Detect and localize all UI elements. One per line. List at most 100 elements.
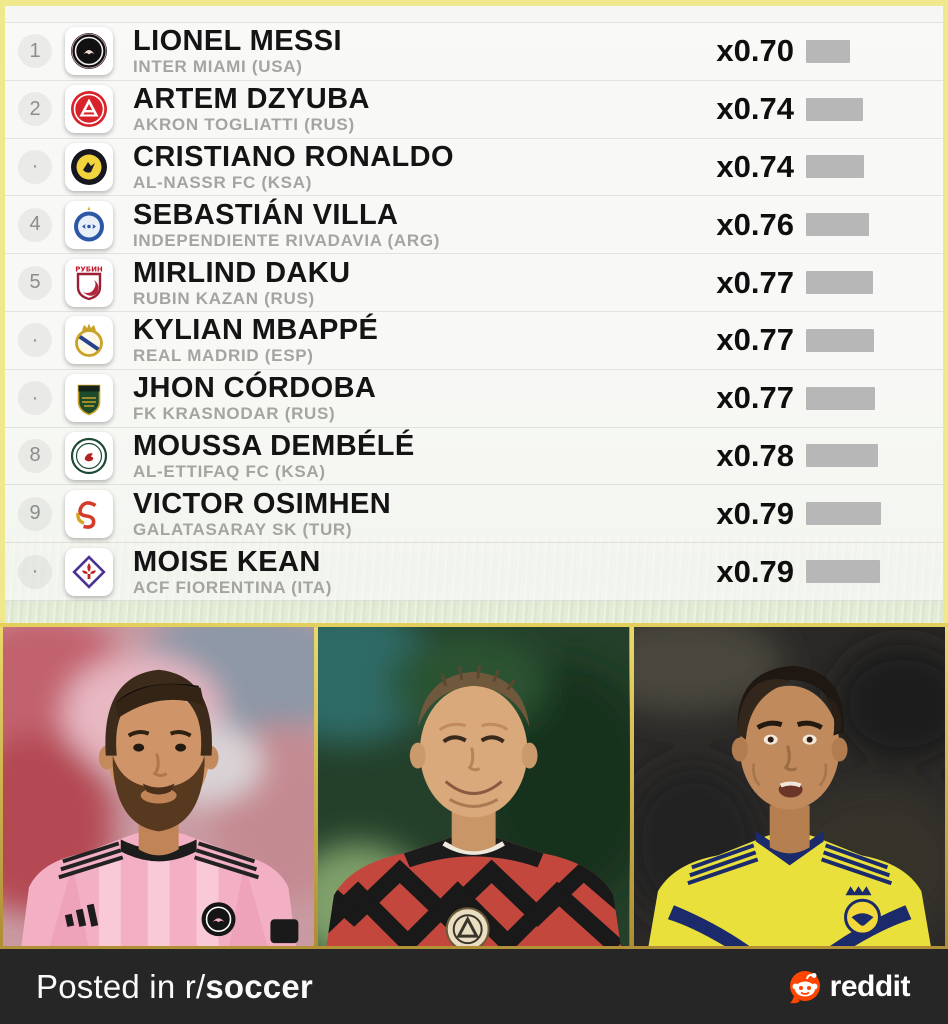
- player-club: INTER MIAMI (USA): [133, 57, 303, 77]
- multiplier-value: x0.74: [716, 148, 794, 184]
- reddit-logo: reddit: [788, 969, 911, 1004]
- player-info: MOUSSA DEMBÉLÉ AL-ETTIFAQ FC (KSA): [133, 429, 694, 480]
- player-info: JHON CÓRDOBA FK KRASNODAR (RUS): [133, 374, 694, 424]
- ranking-row[interactable]: 4 SEBASTIÁN VILLA INDEPENDIENTE RIVADAVI…: [5, 196, 943, 255]
- player-info: MIRLIND DAKU RUBIN KAZAN (RUS): [133, 256, 694, 308]
- rank-cell: 1: [15, 34, 55, 69]
- player-name: KYLIAN MBAPPÉ: [133, 314, 379, 347]
- multiplier-value: x0.74: [716, 91, 794, 127]
- value-bar: [806, 213, 869, 237]
- value-bar: [806, 271, 873, 295]
- rank-label: ·: [18, 554, 52, 589]
- player-club: AKRON TOGLIATTI (RUS): [133, 115, 355, 135]
- ranking-row[interactable]: 2 ARTEM DZYUBA AKRON TOGLIATTI (RUS) x0.…: [5, 80, 943, 139]
- rank-cell: 8: [15, 438, 55, 473]
- player-info: CRISTIANO RONALDO AL-NASSR FC (KSA): [133, 140, 694, 192]
- ranking-row[interactable]: 9 VICTOR OSIMHEN GALATASARAY SK (TUR) x0…: [5, 485, 943, 544]
- player-name: LIONEL MESSI: [133, 25, 342, 58]
- messi-illustration: [3, 627, 315, 946]
- rank-cell: 4: [15, 207, 55, 242]
- multiplier-value: x0.77: [716, 264, 794, 300]
- player-club: FK KRASNODAR (RUS): [133, 404, 336, 424]
- rank-cell: 2: [15, 92, 55, 127]
- rank-cell: 5: [15, 265, 55, 300]
- rank-label: ·: [18, 149, 52, 184]
- value-bar-track: [806, 39, 886, 63]
- multiplier-value: x0.76: [716, 206, 794, 242]
- multiplier-value: x0.79: [716, 553, 794, 589]
- rank-label: 4: [18, 207, 52, 242]
- player-photos-strip: [0, 623, 948, 949]
- ranking-row[interactable]: · MOISE KEAN ACF FIORENTINA (ITA) x0.79: [5, 543, 943, 601]
- ronaldo-illustration: [633, 627, 945, 946]
- player-info: SEBASTIÁN VILLA INDEPENDIENTE RIVADAVIA …: [133, 198, 694, 250]
- value-bar: [806, 155, 864, 179]
- value-bar-track: [806, 271, 886, 295]
- ranking-row[interactable]: · CRISTIANO RONALDO AL-NASSR FC (KSA) x0…: [5, 138, 943, 197]
- player-name: MOISE KEAN: [133, 545, 321, 578]
- ranking-row[interactable]: · KYLIAN MBAPPÉ REAL MADRID (ESP) x0.77: [5, 311, 943, 370]
- multiplier-value: x0.77: [716, 380, 794, 416]
- value-bar-track: [806, 502, 886, 526]
- player-info: KYLIAN MBAPPÉ REAL MADRID (ESP): [133, 314, 694, 366]
- ranking-row[interactable]: 8 MOUSSA DEMBÉLÉ AL-ETTIFAQ FC (KSA) x0.…: [5, 427, 943, 486]
- multiplier-value: x0.78: [716, 437, 794, 473]
- value-bar: [806, 560, 880, 584]
- value-bar: [806, 97, 863, 121]
- inter-miami-crest: [65, 27, 113, 76]
- akron-togliatti-crest: [65, 85, 113, 134]
- dzyuba-photo: [318, 627, 630, 946]
- value-bar-track: [806, 155, 886, 179]
- al-ettifaq-crest: [65, 431, 113, 480]
- ranking-row[interactable]: · JHON CÓRDOBA FK KRASNODAR (RUS) x0.77: [5, 369, 943, 428]
- value-bar: [806, 386, 875, 410]
- posted-in-label: Posted in r/soccer: [36, 968, 313, 1006]
- value-bar-track: [806, 97, 886, 121]
- value-bar-track: [806, 328, 886, 352]
- rank-label: 9: [18, 496, 52, 531]
- player-name: ARTEM DZYUBA: [133, 83, 370, 116]
- value-bar-track: [806, 444, 886, 468]
- rank-cell: ·: [15, 149, 55, 184]
- player-name: MOUSSA DEMBÉLÉ: [133, 429, 415, 462]
- independiente-rivadavia-crest: [65, 200, 113, 249]
- player-ranking-list: 1 LIONEL MESSI INTER MIAMI (USA) x0.70 2…: [0, 0, 948, 623]
- player-club: RUBIN KAZAN (RUS): [133, 288, 315, 308]
- rank-cell: ·: [15, 323, 55, 358]
- galatasaray-crest: [65, 489, 113, 538]
- rank-label: ·: [18, 323, 52, 358]
- ranking-row[interactable]: 1 LIONEL MESSI INTER MIAMI (USA) x0.70: [5, 23, 943, 81]
- player-club: INDEPENDIENTE RIVADAVIA (ARG): [133, 230, 441, 250]
- rank-label: 5: [18, 265, 52, 300]
- player-club: AL-NASSR FC (KSA): [133, 172, 313, 192]
- player-name: CRISTIANO RONALDO: [133, 140, 454, 173]
- reddit-wordmark: reddit: [829, 969, 911, 1003]
- svg-text:РУБИН: РУБИН: [75, 265, 103, 273]
- al-nassr-crest: [65, 142, 113, 191]
- rank-label: 8: [18, 438, 52, 473]
- rank-cell: ·: [15, 554, 55, 589]
- real-madrid-crest: [65, 316, 113, 365]
- player-name: SEBASTIÁN VILLA: [133, 198, 399, 231]
- player-info: MOISE KEAN ACF FIORENTINA (ITA): [133, 545, 694, 596]
- multiplier-value: x0.70: [716, 33, 794, 69]
- ronaldo-photo: [633, 627, 945, 946]
- multiplier-value: x0.79: [716, 495, 794, 531]
- value-bar-track: [806, 213, 886, 237]
- player-info: LIONEL MESSI INTER MIAMI (USA): [133, 25, 694, 77]
- rank-label: 1: [18, 34, 52, 69]
- subreddit-name: soccer: [205, 967, 313, 1005]
- ranking-rows: 1 LIONEL MESSI INTER MIAMI (USA) x0.70 2…: [5, 22, 943, 601]
- rubin-kazan-crest: РУБИН: [65, 258, 113, 307]
- value-bar-track: [806, 386, 886, 410]
- posted-prefix: Posted in r/: [36, 967, 206, 1005]
- value-bar: [806, 444, 878, 468]
- ranking-row[interactable]: 5 РУБИН MIRLIND DAKU RUBIN KAZAN (RUS) x…: [5, 254, 943, 312]
- value-bar: [806, 39, 850, 63]
- player-name: MIRLIND DAKU: [133, 256, 351, 289]
- player-club: REAL MADRID (ESP): [133, 346, 314, 366]
- fk-krasnodar-crest: [65, 374, 113, 423]
- rank-cell: 9: [15, 496, 55, 531]
- value-bar: [806, 328, 874, 352]
